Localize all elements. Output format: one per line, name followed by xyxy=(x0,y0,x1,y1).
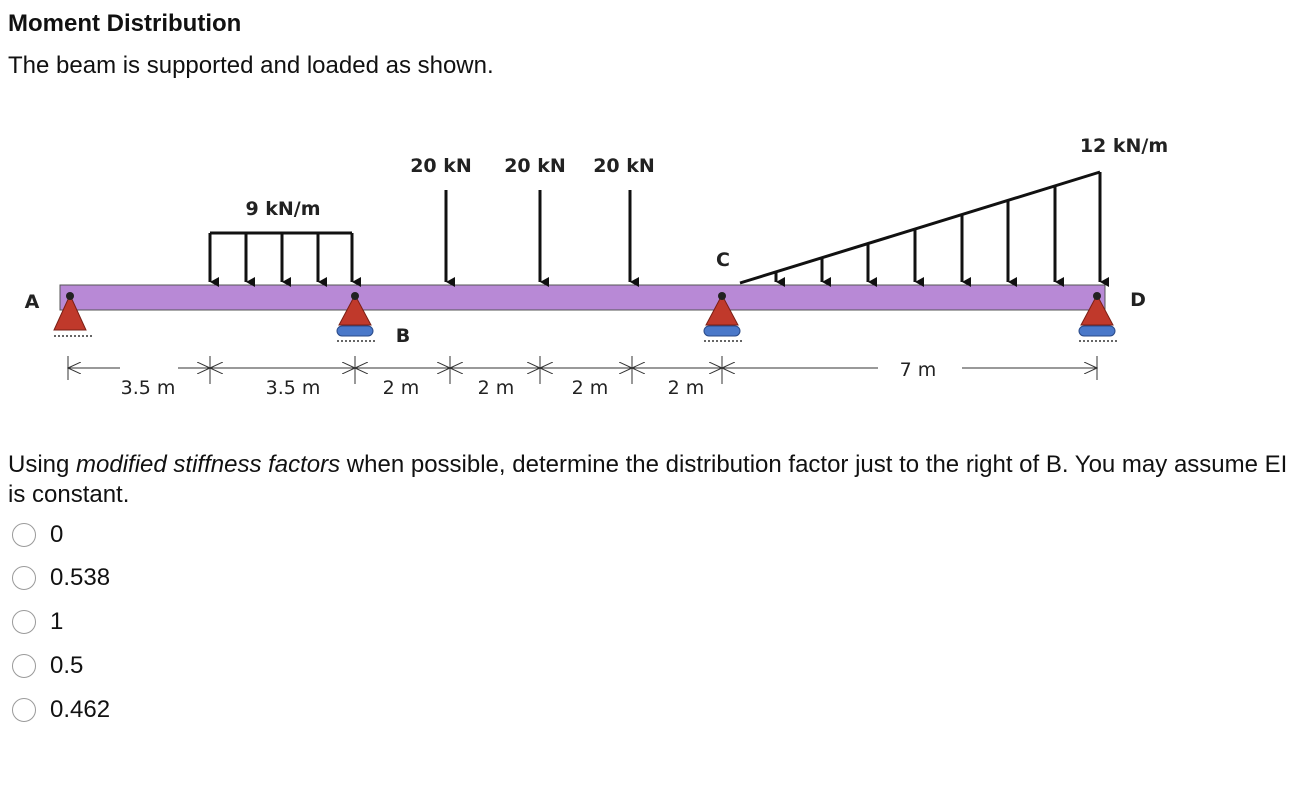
dimension-label: 2 m xyxy=(383,377,420,399)
question-emphasis: modified stiffness factors xyxy=(76,451,341,478)
question-text: when possible, determine the distributio… xyxy=(8,451,1288,508)
load-label: 9 kN/m xyxy=(245,198,320,220)
radio-button[interactable] xyxy=(12,566,36,590)
beam xyxy=(59,284,1106,311)
dimension-label: 2 m xyxy=(572,377,609,399)
dimension-label: 3.5 m xyxy=(121,377,176,399)
load-label: 12 kN/m xyxy=(1080,135,1168,157)
support-label: A xyxy=(25,291,40,313)
support-label: D xyxy=(1130,289,1146,311)
radio-button[interactable] xyxy=(12,523,36,547)
uniform-load xyxy=(208,231,361,287)
option-label[interactable]: 0 xyxy=(50,521,64,548)
load-label: 20 kN xyxy=(593,155,655,177)
question: Using modified stiffness factors when po… xyxy=(8,450,1298,510)
load-label: 20 kN xyxy=(504,155,566,177)
dimension-label: 3.5 m xyxy=(266,377,321,399)
option-label[interactable]: 0.5 xyxy=(50,652,84,679)
option-label[interactable]: 1 xyxy=(50,608,64,635)
load-label: 20 kN xyxy=(410,155,472,177)
radio-button[interactable] xyxy=(12,698,36,722)
option[interactable]: 0 xyxy=(12,520,63,550)
option[interactable]: 1 xyxy=(12,607,63,637)
dimension-label: 7 m xyxy=(900,359,937,381)
beam-figure: 9 kN/m 20 kN 20 kN 20 kN 12 kN/m A B C D… xyxy=(25,135,1169,399)
intro: The beam is supported and loaded as show… xyxy=(8,52,494,79)
radio-button[interactable] xyxy=(12,654,36,678)
option-label[interactable]: 0.538 xyxy=(50,564,111,591)
supports xyxy=(53,292,1119,342)
dimension-line xyxy=(68,356,1097,384)
radio-button[interactable] xyxy=(12,610,36,634)
triangular-load xyxy=(739,170,1109,287)
option[interactable]: 0.462 xyxy=(12,695,110,725)
dimension-label: 2 m xyxy=(668,377,705,399)
support-label: B xyxy=(396,325,410,347)
point-loads xyxy=(444,190,639,287)
title: Moment Distribution xyxy=(8,10,242,37)
option-label[interactable]: 0.462 xyxy=(50,696,111,723)
option[interactable]: 0.538 xyxy=(12,563,110,593)
support-label: C xyxy=(716,249,730,271)
dimension-label: 2 m xyxy=(478,377,515,399)
question-text: Using xyxy=(8,451,77,478)
option[interactable]: 0.5 xyxy=(12,651,83,681)
